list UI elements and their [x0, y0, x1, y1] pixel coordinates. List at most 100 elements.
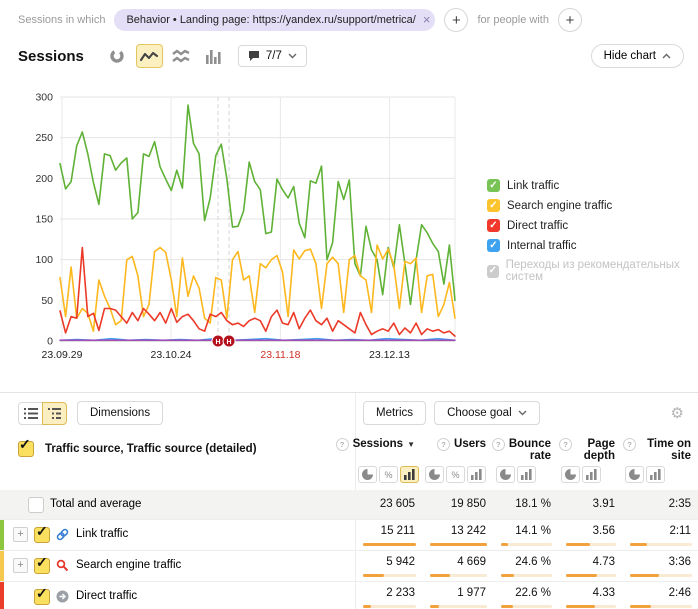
metric-label-row[interactable]: ? Page depth — [559, 438, 623, 464]
legend-item[interactable]: ✓ Direct traffic — [487, 219, 698, 232]
row-metric-cells: 15 211 13 242 14.1 % 3.56 2:11 — [356, 520, 698, 550]
expand-row-button[interactable]: + — [13, 527, 28, 542]
bars-display-toggle[interactable] — [467, 466, 486, 483]
toolbar-right-group: Metrics Choose goal — [363, 401, 548, 425]
metric-label-row[interactable]: ? Bounce rate — [491, 438, 559, 464]
row-dimension-cell: Total and average — [0, 490, 355, 519]
legend-item-label: Link traffic — [507, 179, 560, 192]
legend-item[interactable]: ✓ Переходы из рекомендательных систем — [487, 259, 698, 283]
pie-display-toggle[interactable] — [625, 466, 644, 483]
help-icon[interactable]: ? — [623, 438, 636, 451]
percent-display-toggle[interactable]: % — [379, 466, 398, 483]
segment-filter-bar: Sessions in which Behavior • Landing pag… — [18, 6, 690, 34]
legend-item[interactable]: ✓ Internal traffic — [487, 239, 698, 252]
row-metric-cells: 2 233 1 977 22.6 % 4.33 2:46 — [356, 582, 698, 609]
pie-display-toggle[interactable] — [496, 466, 515, 483]
row-dimension-cell: + ✓ Search engine traffic — [0, 551, 355, 581]
table-row: ✓ Direct traffic 2 233 1 977 22.6 % 4.33 2:46 — [0, 581, 698, 609]
metric-value: 2:46 — [668, 587, 691, 599]
annotations-dropdown[interactable]: 7/7 — [237, 45, 307, 67]
check-icon: ✓ — [36, 554, 48, 570]
pie-display-toggle[interactable] — [561, 466, 580, 483]
legend-checkbox-icon: ✓ — [487, 219, 500, 232]
metric-bar — [501, 543, 552, 546]
row-checkbox[interactable]: ✓ — [34, 585, 50, 605]
pie-display-toggle[interactable] — [358, 466, 377, 483]
help-icon[interactable]: ? — [559, 438, 572, 451]
metric-value: 3.56 — [592, 525, 615, 537]
metric-headers: ? Sessions ▼%? Users%? Bounce rate? Page dept… — [335, 438, 698, 483]
select-all-checkbox[interactable]: ✓ — [18, 436, 34, 457]
chart-type-stacked-button[interactable] — [168, 44, 195, 68]
metric-label: Bounce rate — [508, 438, 551, 462]
table-row: + ✓ Search engine traffic 5 942 4 669 24.6 % 4… — [0, 550, 698, 581]
metric-column-header: ? Users% — [423, 438, 494, 483]
metric-cell: 4 669 — [423, 551, 494, 581]
bars-display-toggle[interactable] — [517, 466, 536, 483]
list-view-icon — [23, 407, 38, 419]
hide-chart-button[interactable]: Hide chart — [590, 44, 684, 68]
metric-label-row[interactable]: ? Time on site — [623, 438, 698, 464]
y-axis-tick-label: 0 — [47, 336, 53, 348]
legend-item[interactable]: ✓ Search engine traffic — [487, 199, 698, 212]
help-icon[interactable]: ? — [437, 438, 451, 451]
row-label[interactable]: Search engine traffic — [76, 559, 182, 571]
metric-bar — [430, 605, 487, 608]
chart-type-pie-button[interactable] — [104, 44, 131, 68]
metric-cell: 3.56 — [559, 520, 623, 550]
metric-label-row[interactable]: ? Sessions ▼ — [335, 438, 423, 464]
row-label[interactable]: Direct traffic — [76, 590, 138, 602]
row-label[interactable]: Link traffic — [76, 528, 129, 540]
chart-type-columns-button[interactable] — [200, 44, 227, 68]
choose-goal-dropdown[interactable]: Choose goal — [434, 401, 540, 425]
metric-label: Users — [454, 438, 486, 450]
metric-bar — [566, 543, 616, 546]
metric-value: 13 242 — [450, 525, 486, 537]
segment-filter-chip[interactable]: Behavior • Landing page: https://yandex.… — [114, 9, 436, 31]
annotation-marker[interactable] — [222, 334, 236, 348]
add-session-condition-button[interactable]: + — [444, 8, 469, 32]
y-axis-tick-label: 50 — [41, 295, 53, 307]
row-dimension-cell: + ✓ Link traffic — [0, 520, 355, 550]
table-row: + ✓ Link traffic 15 211 13 242 14.1 % 3.56 2:11 — [0, 519, 698, 550]
metric-value: 5 942 — [386, 556, 415, 568]
bars-display-toggle[interactable] — [646, 466, 665, 483]
metric-value: 3:36 — [668, 556, 691, 568]
segment-filter-chip-text: Behavior • Landing page: https://yandex.… — [126, 14, 416, 26]
flat-list-view-button[interactable] — [18, 401, 43, 425]
pie-toggle-icon — [565, 469, 576, 480]
metric-value: 22.6 % — [515, 587, 551, 599]
metrics-button[interactable]: Metrics — [363, 401, 427, 425]
row-label[interactable]: Total and average — [50, 498, 142, 510]
bars-display-toggle[interactable] — [582, 466, 601, 483]
pie-display-toggle[interactable] — [425, 466, 444, 483]
metric-cell: 24.6 % — [494, 551, 559, 581]
row-checkbox[interactable]: ✓ — [34, 554, 50, 574]
percent-display-toggle[interactable]: % — [446, 466, 465, 483]
dimensions-button[interactable]: Dimensions — [77, 401, 164, 425]
tree-view-button[interactable] — [42, 401, 67, 425]
expand-row-button[interactable]: + — [13, 558, 28, 573]
add-people-condition-button[interactable]: + — [557, 8, 582, 32]
bars-toggle-icon — [586, 469, 597, 480]
legend-item-label: Search engine traffic — [507, 199, 613, 212]
gear-icon[interactable]: ⚙ — [670, 405, 684, 422]
metric-value: 4.33 — [592, 587, 615, 599]
row-checkbox[interactable] — [28, 497, 44, 513]
metric-bar — [363, 543, 416, 546]
chart-type-line-button[interactable] — [135, 44, 163, 68]
search-traffic-icon — [56, 559, 69, 572]
toolbar-left-group: Dimensions — [18, 401, 164, 425]
metric-cell: 15 211 — [356, 520, 423, 550]
help-icon[interactable]: ? — [491, 438, 505, 451]
row-checkbox[interactable]: ✓ — [34, 523, 50, 543]
metric-label-row[interactable]: ? Users — [423, 438, 494, 464]
help-icon[interactable]: ? — [335, 438, 349, 451]
legend-item[interactable]: ✓ Link traffic — [487, 179, 698, 192]
view-mode-switcher — [18, 401, 67, 425]
close-icon[interactable]: × — [422, 12, 431, 27]
bars-display-toggle[interactable] — [400, 466, 419, 483]
metric-cell: 2:46 — [623, 582, 698, 609]
metric-cell: 4.33 — [559, 582, 623, 609]
y-axis-tick-label: 100 — [35, 254, 53, 266]
